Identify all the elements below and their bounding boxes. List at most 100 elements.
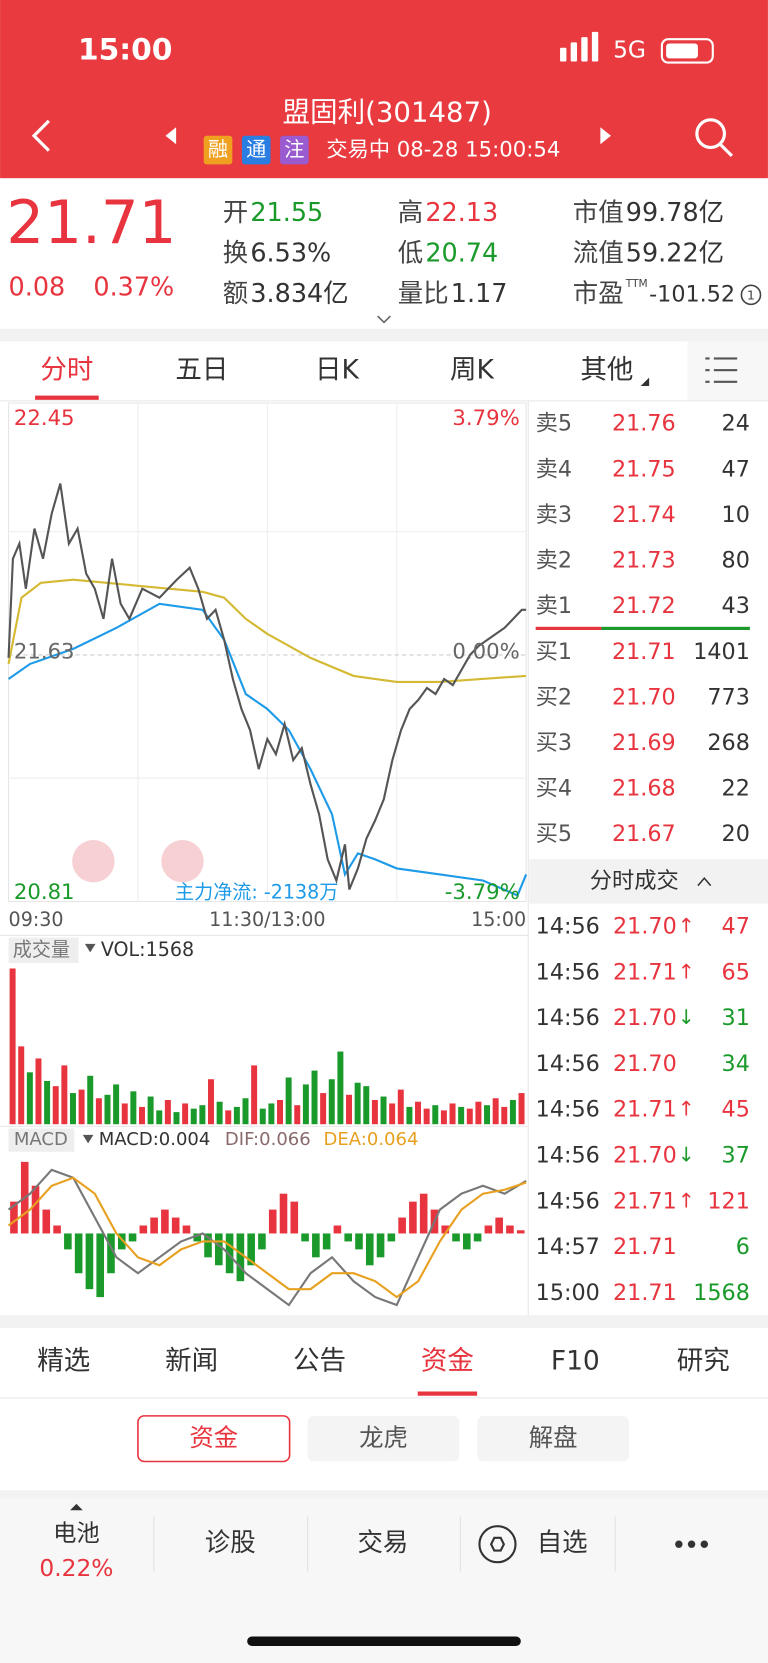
chart-tab[interactable]: 周K <box>450 355 495 386</box>
book-label: 卖3 <box>536 502 572 528</box>
bottom-bar-bg <box>0 1498 768 1663</box>
volume-bar <box>156 1110 163 1125</box>
bottom-action[interactable]: 自选 <box>537 1528 588 1558</box>
macd-bar <box>268 1209 277 1234</box>
chart-tab[interactable]: 日K <box>315 355 360 386</box>
volume-bar <box>277 1099 283 1125</box>
book-label: 卖5 <box>536 411 572 437</box>
trade-volume: 34 <box>722 1051 750 1077</box>
tag-bg <box>280 135 309 165</box>
field-label: 低 <box>398 239 423 269</box>
rotate-icon[interactable] <box>72 839 115 883</box>
macd-bar <box>74 1233 83 1274</box>
settings-line <box>713 369 738 372</box>
book-label: 买5 <box>536 821 572 847</box>
search-icon[interactable] <box>695 118 727 150</box>
collapse-chevron[interactable] <box>697 876 712 887</box>
book-price: 21.73 <box>612 548 676 574</box>
volume-bar <box>389 1103 396 1125</box>
settings-dot <box>705 369 710 372</box>
network: 5G <box>613 35 646 63</box>
info-tab[interactable]: 精选 <box>37 1345 90 1376</box>
volume-bar <box>475 1101 482 1125</box>
tag-bg <box>241 135 271 165</box>
chart-tab[interactable]: 其他 <box>580 355 633 386</box>
info-tab[interactable]: 研究 <box>677 1345 730 1376</box>
more-dot[interactable] <box>700 1540 709 1548</box>
trade-time: 14:56 <box>536 959 600 985</box>
settings-dot <box>705 357 710 360</box>
dif-line <box>7 1168 527 1307</box>
macd-value-label: MACD:0.004 <box>99 1129 211 1150</box>
volume-bar <box>26 1072 33 1125</box>
macd-bar <box>419 1193 428 1234</box>
trade-volume: 45 <box>722 1097 750 1123</box>
vol-label-bg <box>8 937 79 964</box>
back-button[interactable] <box>31 119 50 152</box>
macd-bar <box>452 1233 460 1242</box>
sub-tab-bg[interactable] <box>137 1415 291 1463</box>
sub-tab-bg[interactable] <box>477 1415 629 1462</box>
macd-dropdown[interactable] <box>82 1134 94 1144</box>
trade-time: 15:00 <box>536 1280 600 1306</box>
chart-tab[interactable]: 五日 <box>175 355 228 386</box>
sub-tab-bg[interactable] <box>307 1415 460 1462</box>
net-flow-label: 主力净流: -2138万 <box>175 881 338 904</box>
vol-dropdown[interactable] <box>84 943 96 953</box>
bottom-action[interactable]: 诊股 <box>205 1528 256 1558</box>
settings-bg <box>687 341 768 401</box>
book-label: 卖1 <box>536 593 572 619</box>
chart-tab[interactable]: 分时 <box>40 355 93 386</box>
volume-bar <box>18 1046 25 1125</box>
volume-bar <box>69 1093 76 1125</box>
trade-status: 交易中 08-28 15:00:54 <box>326 138 560 163</box>
volume-bar <box>121 1103 128 1125</box>
info-icon[interactable] <box>740 284 762 306</box>
trade-volume: 6 <box>736 1234 750 1260</box>
macd-bar <box>139 1225 148 1234</box>
field-value: 3.834亿 <box>250 279 348 309</box>
volume-bar <box>484 1105 491 1125</box>
book-volume: 1401 <box>693 639 750 665</box>
bottom-action[interactable]: 交易 <box>357 1528 408 1558</box>
tag: 融 <box>208 137 228 161</box>
trade-time: 14:56 <box>536 1005 600 1031</box>
index-expand <box>70 1503 83 1511</box>
battery-level <box>666 43 698 59</box>
macd-bar <box>171 1217 180 1234</box>
macd-bar <box>182 1225 191 1234</box>
more-dot[interactable] <box>687 1540 696 1548</box>
macd-bar <box>355 1233 363 1250</box>
field-label: 额 <box>223 279 248 309</box>
trade-volume: 37 <box>722 1143 750 1169</box>
field-label: 高 <box>398 198 423 228</box>
volume-bar <box>78 1089 85 1125</box>
expand-chevron[interactable] <box>377 315 391 324</box>
more-dot[interactable] <box>675 1540 683 1548</box>
book-volume: 20 <box>722 821 750 847</box>
field-sup: TTM <box>625 278 648 290</box>
info-tab[interactable]: 公告 <box>293 1345 346 1376</box>
book-divider-green <box>601 626 750 630</box>
volume-bar <box>199 1105 206 1125</box>
book-price: 21.76 <box>612 411 676 437</box>
trade-price: 21.71 <box>613 1280 677 1306</box>
book-label: 买3 <box>536 730 572 756</box>
volume-bar <box>87 1075 94 1125</box>
next-stock[interactable] <box>600 127 611 145</box>
trade-price: 21.71 <box>613 1097 677 1123</box>
macd-label-bg <box>8 1128 75 1152</box>
volume-bar <box>52 1086 59 1125</box>
volume-bar <box>216 1101 223 1125</box>
prev-stock[interactable] <box>165 127 177 145</box>
volume-bar <box>371 1099 378 1125</box>
move-icon[interactable] <box>161 839 204 883</box>
book-price: 21.71 <box>612 639 676 665</box>
info-tab[interactable]: 资金 <box>421 1345 474 1376</box>
info-tab[interactable]: 新闻 <box>165 1345 218 1376</box>
book-price: 21.75 <box>612 456 676 482</box>
last-price: 21.71 <box>6 189 176 258</box>
macd-bar <box>473 1233 482 1242</box>
book-volume: 47 <box>722 456 750 482</box>
info-tab[interactable]: F10 <box>551 1345 600 1376</box>
